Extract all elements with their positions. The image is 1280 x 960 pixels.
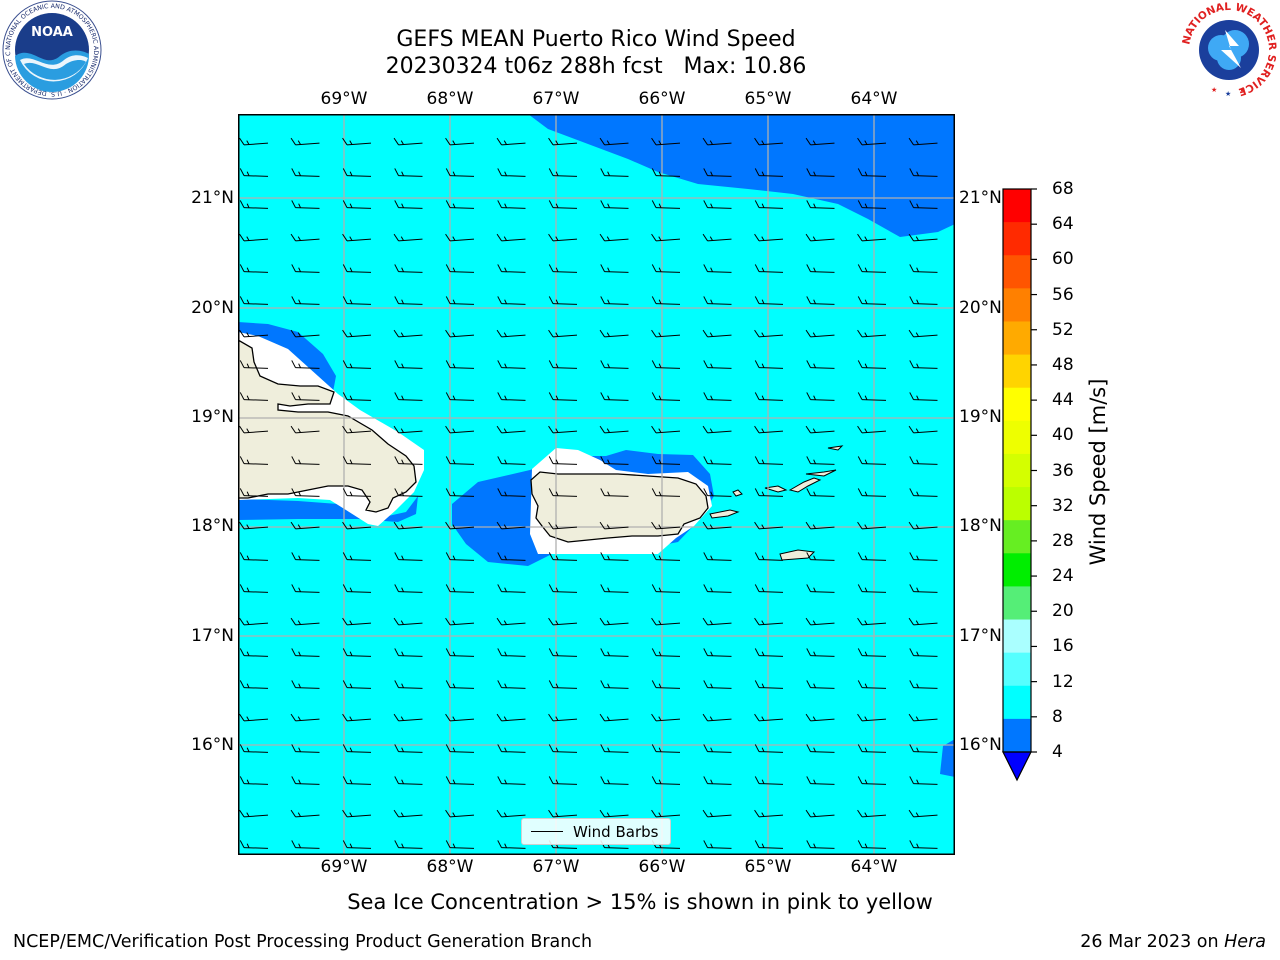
colorbar-tick-label: 48 xyxy=(1052,354,1074,375)
land-puerto-rico xyxy=(530,471,709,543)
colorbar-band xyxy=(1003,453,1031,488)
colorbar-tick-label: 4 xyxy=(1052,742,1063,762)
lon-label-bottom: 66°W xyxy=(638,857,686,877)
colorbar-tick-label: 8 xyxy=(1052,706,1063,727)
lat-label-left: 20°N xyxy=(191,298,234,318)
colorbar-band xyxy=(1003,387,1031,422)
credit-line: NCEP/EMC/Verification Post Processing Pr… xyxy=(13,932,593,952)
colorbar-tick-label: 68 xyxy=(1052,179,1074,199)
lon-label-top: 64°W xyxy=(850,89,898,109)
map-title: GEFS MEAN Puerto Rico Wind Speed xyxy=(396,27,796,52)
legend-barb-line xyxy=(531,831,563,832)
lat-label-right: 20°N xyxy=(959,298,1002,318)
wind-speed-map xyxy=(238,114,955,855)
lat-label-left: 16°N xyxy=(191,735,234,755)
colorbar-band xyxy=(1003,189,1031,223)
land-tortola xyxy=(805,469,837,477)
land-hispaniola xyxy=(238,339,417,513)
lat-label-left: 17°N xyxy=(191,626,234,646)
lat-label-right: 19°N xyxy=(959,407,1002,427)
lat-label-left: 21°N xyxy=(191,188,234,208)
lat-label-right: 21°N xyxy=(959,188,1002,208)
svg-text:NOAA: NOAA xyxy=(31,25,73,40)
low-wind-region-north xyxy=(528,114,955,237)
svg-text:★: ★ xyxy=(1225,90,1231,98)
land-culebra xyxy=(732,489,743,497)
colorbar-band xyxy=(1003,586,1031,621)
land-anegada xyxy=(827,445,844,451)
lat-label-right: 16°N xyxy=(959,735,1002,755)
legend-box: Wind Barbs xyxy=(521,818,671,845)
colorbar xyxy=(1002,188,1037,782)
colorbar-band xyxy=(1003,718,1031,753)
colorbar-tick-label: 64 xyxy=(1052,214,1074,235)
colorbar-band xyxy=(1003,420,1031,455)
colorbar-tick-label: 16 xyxy=(1052,636,1074,657)
land-st-thomas xyxy=(764,485,788,493)
lon-label-top: 69°W xyxy=(320,89,368,109)
land-st-john xyxy=(788,477,822,493)
lon-label-top: 65°W xyxy=(744,89,792,109)
lat-label-right: 18°N xyxy=(959,516,1002,536)
gridlines xyxy=(238,114,955,855)
colorbar-tick-label: 24 xyxy=(1052,566,1074,587)
colorbar-band xyxy=(1003,222,1031,256)
machine-name: Hera xyxy=(1224,932,1266,952)
lon-label-bottom: 64°W xyxy=(850,857,898,877)
colorbar-band xyxy=(1003,321,1031,356)
colorbar-tick-label: 52 xyxy=(1052,319,1074,340)
colorbar-tick-label: 40 xyxy=(1052,425,1074,446)
colorbar-tick-label: 28 xyxy=(1052,530,1074,551)
sea-ice-note: Sea Ice Concentration > 15% is shown in … xyxy=(347,890,933,914)
colorbar-tick-label: 56 xyxy=(1052,284,1074,305)
lon-label-bottom: 68°W xyxy=(426,857,474,877)
lat-label-left: 19°N xyxy=(191,407,234,427)
lon-label-top: 67°W xyxy=(532,89,580,109)
low-wind-region-southeast xyxy=(940,739,955,777)
lon-label-top: 66°W xyxy=(638,89,686,109)
colorbar-band xyxy=(1003,553,1031,587)
colorbar-band xyxy=(1003,652,1031,687)
colorbar-band xyxy=(1003,520,1031,554)
colorbar-label: Wind Speed [m/s] xyxy=(1086,378,1110,566)
lon-label-top: 68°W xyxy=(426,89,474,109)
lon-label-bottom: 69°W xyxy=(320,857,368,877)
colorbar-tick-label: 60 xyxy=(1052,249,1074,270)
noaa-logo: NATIONAL OCEANIC AND ATMOSPHERIC ADMINIS… xyxy=(0,0,102,100)
land-vieques xyxy=(709,509,740,519)
legend-label: Wind Barbs xyxy=(573,823,659,841)
lat-label-left: 18°N xyxy=(191,516,234,536)
svg-text:★: ★ xyxy=(1211,86,1217,94)
colorbar-tick-label: 20 xyxy=(1052,601,1074,622)
colorbar-tick-label: 12 xyxy=(1052,671,1074,692)
colorbar-band xyxy=(1003,685,1031,720)
colorbar-band xyxy=(1003,354,1031,389)
colorbar-tick-label: 36 xyxy=(1052,460,1074,481)
date-stamp: 26 Mar 2023 on Hera xyxy=(1080,932,1266,952)
colorbar-tick-label: 32 xyxy=(1052,495,1074,516)
svg-text:★: ★ xyxy=(1239,86,1245,94)
colorbar-band xyxy=(1003,487,1031,521)
nws-logo: NATIONAL WEATHER SERVICE ★ ★ ★ xyxy=(1180,1,1278,99)
colorbar-tick-label: 44 xyxy=(1052,390,1074,411)
colorbar-band xyxy=(1003,255,1031,289)
lat-label-right: 17°N xyxy=(959,626,1002,646)
colorbar-band xyxy=(1003,288,1031,322)
map-subtitle: 20230324 t06z 288h fcst Max: 10.86 xyxy=(385,54,807,79)
land-st-croix xyxy=(779,549,816,561)
lon-label-bottom: 65°W xyxy=(744,857,792,877)
colorbar-extend-arrow xyxy=(1002,751,1032,782)
colorbar-band xyxy=(1003,619,1031,654)
lon-label-bottom: 67°W xyxy=(532,857,580,877)
